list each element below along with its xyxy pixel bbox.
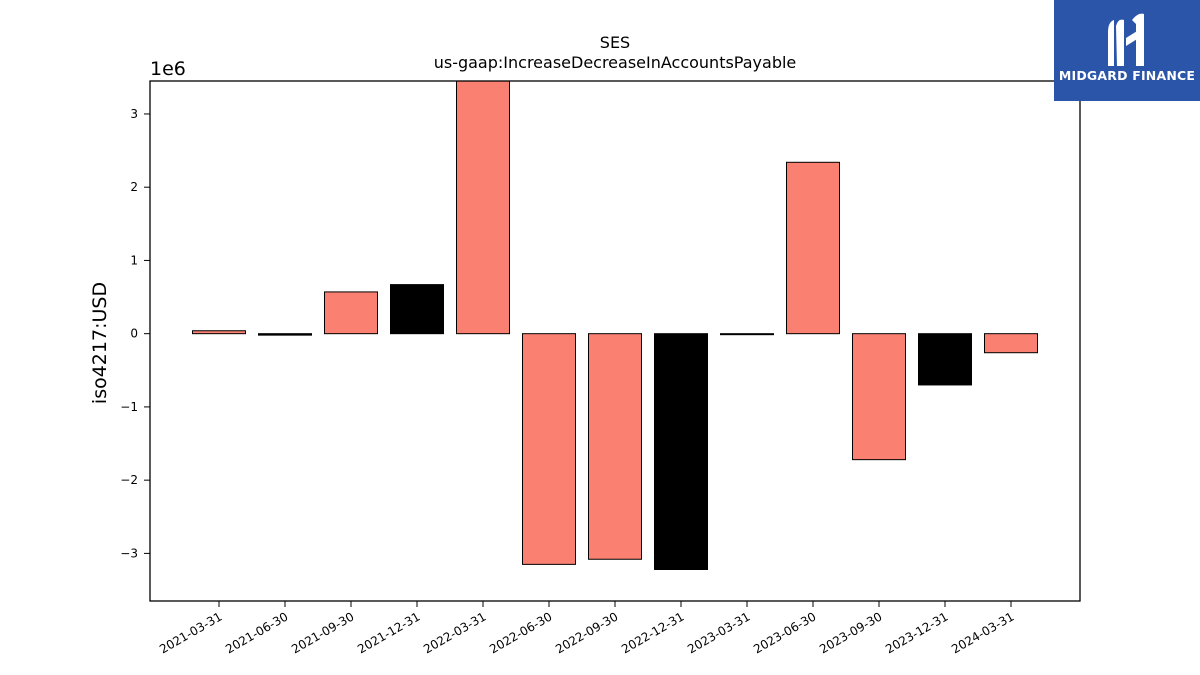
y-axis-label: iso4217:USD [89,282,111,404]
x-ticks-group: 2021-03-312021-06-302021-09-302021-12-31… [157,601,1017,656]
plot-frame [149,80,1081,602]
bar-2021-12-31 [390,284,444,335]
x-tick-label: 2022-12-31 [619,609,686,656]
x-tick-label: 2021-03-31 [157,609,224,656]
bar-2023-03-31 [720,333,774,336]
x-tick-label: 2021-12-31 [355,609,422,656]
y-tick-label: −2 [120,473,138,487]
x-tick-label: 2021-06-30 [223,609,290,656]
bar-2023-09-30 [852,333,906,461]
x-tick-label: 2022-06-30 [487,609,554,656]
bar-2022-12-31 [654,333,708,571]
x-tick-label: 2023-06-30 [751,609,818,656]
bar-2024-03-31 [984,333,1038,354]
bar-2022-06-30 [522,333,576,565]
bars-group [192,80,1038,571]
chart-title: SES [600,33,630,52]
midgard-logo-icon [1108,13,1144,67]
y-tick-label: 2 [130,180,138,194]
bar-2021-06-30 [258,333,312,336]
y-offset-label: 1e6 [150,58,186,80]
y-tick-label: −1 [120,400,138,414]
x-tick-label: 2022-03-31 [421,609,488,656]
x-tick-label: 2022-09-30 [553,609,620,656]
x-tick-label: 2023-09-30 [817,609,884,656]
bar-2021-09-30 [324,291,378,335]
y-tick-label: 3 [130,107,138,121]
midgard-finance-logo: MIDGARD FINANCE [1054,0,1200,101]
chart-subtitle: us-gaap:IncreaseDecreaseInAccountsPayabl… [434,53,797,72]
x-tick-label: 2024-03-31 [949,609,1016,656]
bar-2022-03-31 [456,80,510,335]
bar-2023-12-31 [918,333,972,386]
y-ticks-group: −3 −2 −1 0 1 2 3 [120,107,150,560]
x-tick-label: 2021-09-30 [289,609,356,656]
x-tick-label: 2023-12-31 [883,609,950,656]
bar-2023-06-30 [786,161,840,335]
y-tick-label: 1 [130,253,138,267]
logo-text: MIDGARD FINANCE [1058,68,1196,83]
bar-2021-03-31 [192,330,246,335]
bar-2022-09-30 [588,333,642,560]
y-tick-label: 0 [130,327,138,341]
x-tick-label: 2023-03-31 [685,609,752,656]
y-tick-label: −3 [120,546,138,560]
